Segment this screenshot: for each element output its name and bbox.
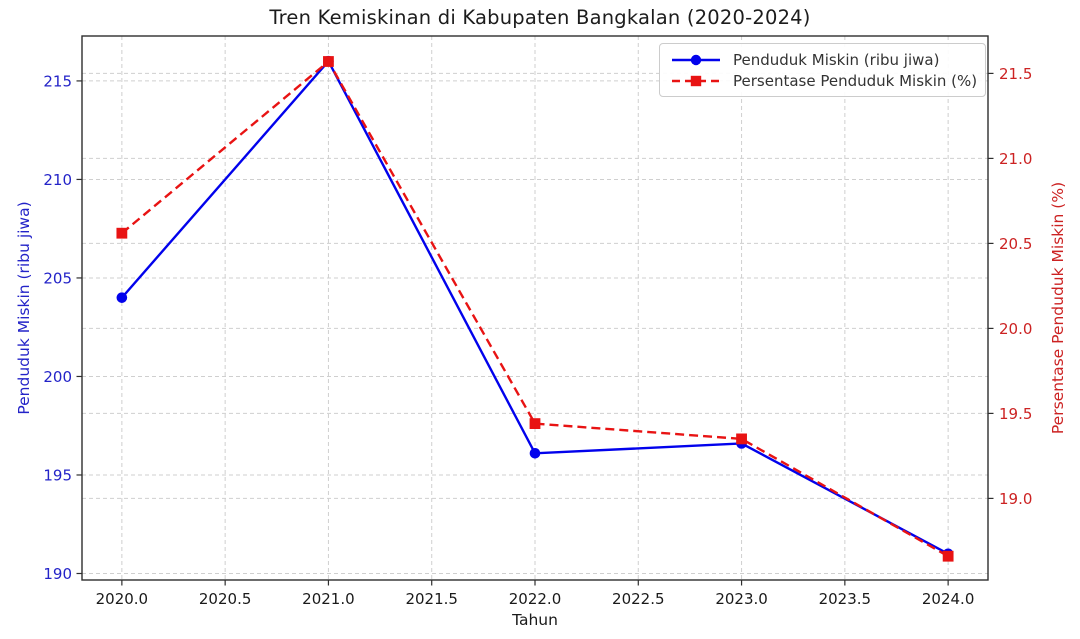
x-tick-label: 2023.5 [819, 590, 872, 608]
left-y-tick-label: 200 [43, 368, 72, 386]
left-y-tick-label: 215 [43, 72, 72, 90]
chart-title: Tren Kemiskinan di Kabupaten Bangkalan (… [269, 6, 811, 29]
legend-label-persentase: Persentase Penduduk Miskin (%) [733, 71, 978, 90]
x-tick-label: 2022.0 [509, 590, 562, 608]
legend-item-persentase: Persentase Penduduk Miskin (%) [670, 72, 977, 90]
right-y-tick-label: 19.0 [999, 490, 1032, 508]
x-tick-label: 2020.5 [199, 590, 252, 608]
legend-sample-line-circle [672, 54, 720, 65]
x-tick-label: 2021.5 [405, 590, 458, 608]
right-y-tick-label: 21.5 [999, 65, 1032, 83]
y-axis-label-left: Penduduk Miskin (ribu jiwa) [15, 201, 33, 415]
persentase-penduduk-miskin-line [121, 59, 949, 558]
left-y-tick-label: 210 [43, 171, 72, 189]
legend-item-penduduk-miskin: Penduduk Miskin (ribu jiwa) [670, 51, 977, 69]
left-y-tick-label: 205 [43, 269, 72, 287]
persentase-penduduk-miskin-marker [323, 56, 334, 67]
left-y-tick-label: 190 [43, 565, 72, 583]
x-tick-label: 2022.5 [612, 590, 665, 608]
right-y-tick-label: 20.0 [999, 320, 1032, 338]
legend-square-marker-icon [690, 75, 702, 86]
left-y-tick-label: 195 [43, 466, 72, 484]
penduduk-miskin-marker [116, 292, 128, 303]
legend: Penduduk Miskin (ribu jiwa) Persentase P… [659, 43, 986, 97]
persentase-penduduk-miskin-marker [942, 550, 954, 562]
right-y-tick-label: 21.0 [999, 150, 1032, 168]
x-axis-label: Tahun [512, 611, 558, 629]
x-tick-label: 2023.0 [715, 590, 768, 608]
persentase-penduduk-miskin-marker [529, 418, 541, 429]
right-y-tick-label: 19.5 [999, 405, 1032, 423]
y-axis-label-right: Persentase Penduduk Miskin (%) [1049, 181, 1067, 435]
x-tick-label: 2021.0 [302, 590, 355, 608]
penduduk-miskin-marker [529, 448, 541, 459]
persentase-penduduk-miskin-marker [116, 227, 128, 239]
legend-circle-marker-icon [690, 54, 702, 65]
persentase-penduduk-miskin-marker [736, 433, 747, 445]
right-y-tick-label: 20.5 [999, 235, 1032, 253]
legend-label-penduduk-miskin: Penduduk Miskin (ribu jiwa) [733, 50, 940, 69]
x-tick-label: 2020.0 [96, 590, 149, 608]
x-tick-label: 2024.0 [922, 590, 975, 608]
legend-sample-dashed-square [672, 75, 720, 86]
